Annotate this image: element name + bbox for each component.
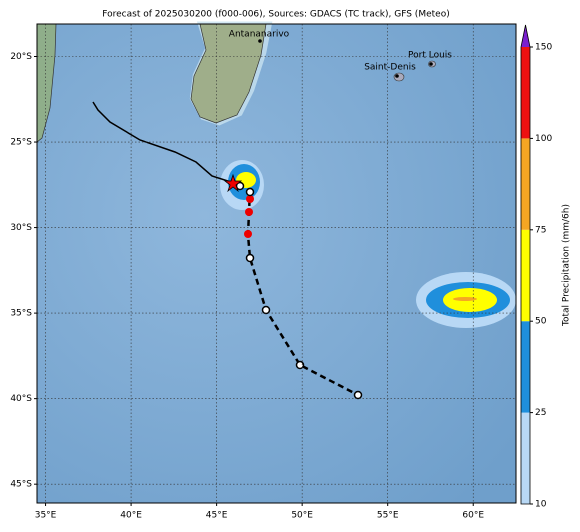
colorbar-frame [520,24,531,505]
colorbar-tick-label: 50 [535,317,547,327]
colorbar-tick-label: 150 [535,43,552,53]
precipitation [220,160,516,328]
colorbar-segment [521,47,530,139]
colorbar-segment [521,229,530,322]
map-frame [36,23,517,504]
place-label: Antananarivo [229,30,290,40]
x-tick-label: 35°E [35,511,57,521]
y-tick-label: 45°S [10,480,32,490]
ocean [37,24,516,503]
y-tick-label: 20°S [10,52,32,62]
colorbar-tick-label: 10 [535,500,547,510]
title: Forecast of 2025030200 (f000-006), Sourc… [102,10,449,20]
reunion [393,72,405,82]
colorbar-tick-label: 25 [535,408,546,418]
colorbar-tick-label: 75 [535,225,546,235]
x-tick-label: 55°E [377,511,399,521]
tc-track [92,101,363,400]
x-tick-label: 40°E [120,511,142,521]
y-tick-label: 30°S [10,223,32,233]
place-label: Port Louis [408,51,452,61]
colorbar-segment [521,321,530,413]
madagascar [190,23,267,124]
y-tick-label: 35°S [10,309,32,319]
colorbar-label: Total Precipitation (mm/6h) [562,204,572,327]
colorbar-extend [521,25,530,47]
places: Antananarivo Port Louis Saint-Denis [229,30,452,78]
x-tick-label: 45°E [206,511,228,521]
place-label: Saint-Denis [364,63,416,73]
x-tick-label: 60°E [462,511,484,521]
colorbar-segment [521,138,530,230]
y-tick-label: 40°S [10,394,32,404]
colorbar-segment [521,412,530,504]
colorbar-tick-label: 100 [535,134,552,144]
x-tick-label: 50°E [291,511,313,521]
y-tick-label: 25°S [10,138,32,148]
